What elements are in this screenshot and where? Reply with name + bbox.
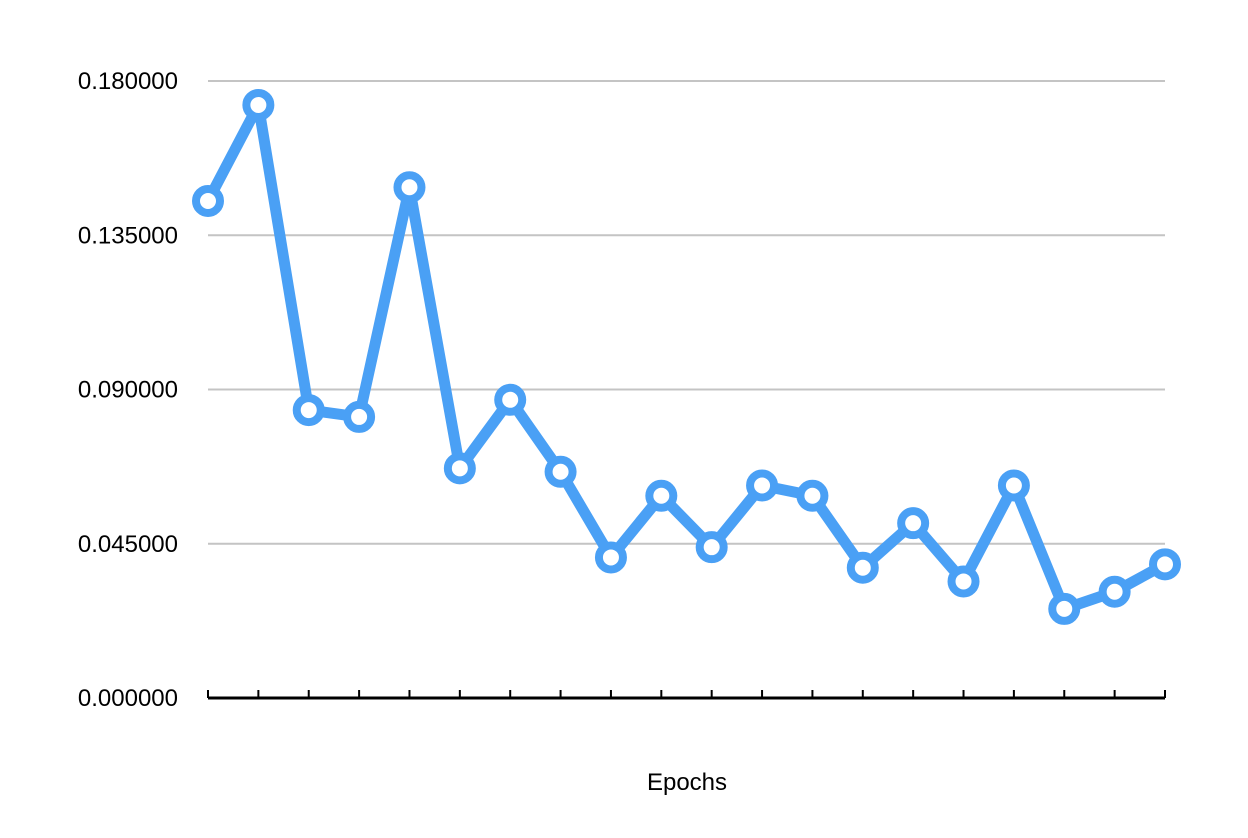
data-point [494, 383, 527, 416]
data-point [897, 507, 930, 540]
data-point [242, 88, 275, 121]
x-axis-title: Epochs [647, 769, 727, 796]
series-line-group [202, 99, 1171, 615]
series-line [202, 99, 1171, 615]
data-point [393, 171, 426, 204]
y-tick-label: 0.090000 [78, 377, 178, 404]
data-point [343, 400, 376, 433]
data-point [997, 469, 1030, 502]
y-tick-label: 0.135000 [78, 222, 178, 249]
data-point [443, 452, 476, 485]
x-axis [207, 690, 1166, 700]
y-tick-label: 0.000000 [78, 685, 178, 712]
data-point [544, 455, 577, 488]
data-point [947, 565, 980, 598]
data-point [594, 541, 627, 574]
data-point [695, 531, 728, 564]
y-tick-label: 0.045000 [78, 531, 178, 558]
series-points-group [192, 88, 1181, 625]
data-point [1098, 575, 1131, 608]
data-point [1048, 592, 1081, 625]
data-point [746, 469, 779, 502]
data-point [192, 184, 224, 217]
data-point [292, 394, 325, 427]
data-point [1149, 548, 1181, 581]
data-point [796, 479, 829, 512]
data-point [645, 479, 678, 512]
data-point [846, 551, 879, 584]
y-axis-tick-labels: 0.000000 0.045000 0.090000 0.135000 0.180000 [78, 68, 178, 712]
y-tick-label: 0.180000 [78, 68, 178, 95]
